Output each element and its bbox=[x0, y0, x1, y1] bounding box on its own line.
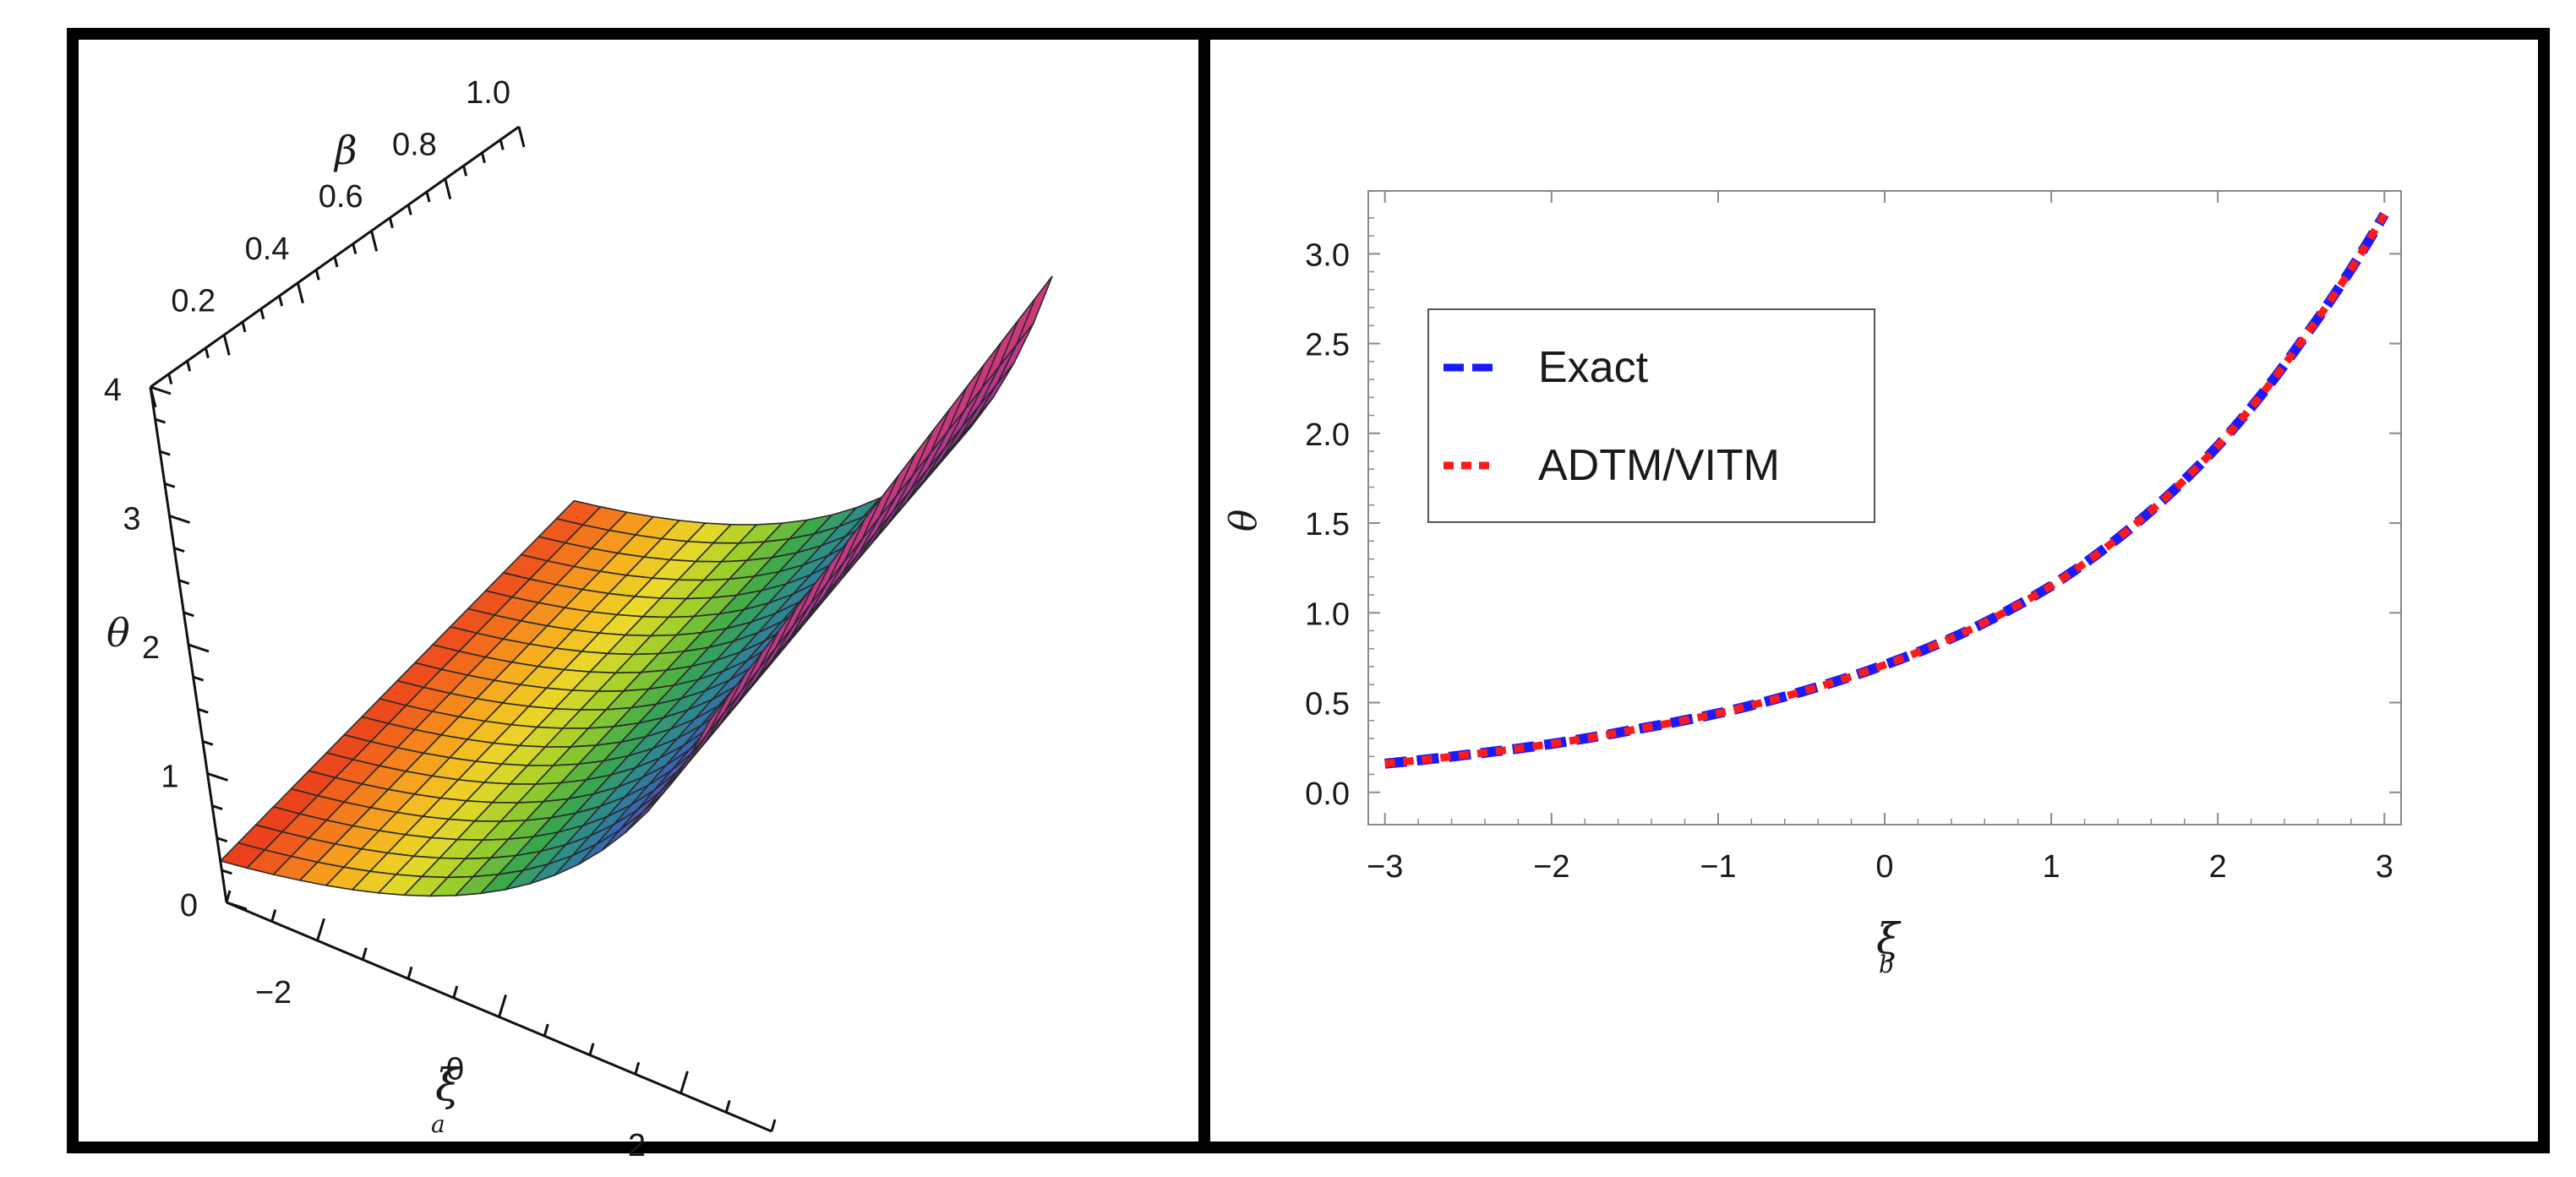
line-plot-panel: −3 −2 −1 0 1 2 3 0.0 0.5 1.0 1.5 2.0 2.5 3.0 θ ξ b Ex… bbox=[1198, 28, 2550, 1153]
xi-tick-mark bbox=[316, 918, 325, 941]
x-tick-label: 0 bbox=[1875, 849, 1893, 885]
beta-tick-mark bbox=[517, 126, 526, 148]
xi-tick-label: 0 bbox=[446, 1052, 464, 1087]
x-tick-label: 3 bbox=[2376, 849, 2393, 885]
xi-tick-mark bbox=[361, 947, 368, 961]
x-tick-label: 1 bbox=[2043, 849, 2060, 885]
beta-tick-mark bbox=[333, 256, 339, 268]
beta-tick-label: 1.0 bbox=[466, 75, 510, 111]
theta-tick-mark bbox=[150, 385, 172, 395]
beta-tick-mark bbox=[425, 191, 431, 203]
beta-tick-mark bbox=[204, 347, 210, 359]
xi-tick-mark bbox=[679, 1071, 689, 1094]
legend-label-exact: Exact bbox=[1538, 343, 1649, 392]
theta-tick-mark bbox=[173, 547, 185, 553]
beta-tick-mark bbox=[480, 152, 486, 164]
surface-cell bbox=[690, 696, 729, 756]
theta-tick-mark bbox=[155, 417, 166, 424]
theta-tick-mark bbox=[211, 804, 223, 811]
panel-b-frame bbox=[1198, 28, 2550, 1153]
theta-tick-label: 4 bbox=[104, 373, 122, 408]
y-tick-label: 1.0 bbox=[1305, 597, 1350, 632]
beta-tick-mark bbox=[222, 335, 231, 356]
theta-tick-label: 0 bbox=[180, 888, 198, 924]
beta-tick-mark bbox=[407, 204, 412, 215]
theta-tick-mark bbox=[169, 515, 190, 524]
xi-tick-mark bbox=[724, 1100, 731, 1113]
y-tick-label: 1.5 bbox=[1305, 507, 1350, 542]
y-tick-label: 2.5 bbox=[1305, 328, 1350, 363]
beta-tick-mark bbox=[241, 321, 247, 333]
beta-tick-mark bbox=[444, 178, 452, 199]
beta-tick-mark bbox=[314, 270, 320, 281]
theta-tick-mark bbox=[164, 482, 176, 488]
beta-tick-label: 0.4 bbox=[245, 232, 290, 267]
legend-box bbox=[1427, 308, 1875, 523]
beta-tick-mark bbox=[499, 139, 505, 150]
panel-b-ticks: −3 −2 −1 0 1 2 3 0.0 0.5 1.0 1.5 2.0 2.5 3.0 bbox=[1305, 191, 2401, 885]
xi-tick-mark bbox=[452, 985, 459, 999]
legend: Exact ADTM/VITM bbox=[1427, 308, 1875, 523]
beta-tick-mark bbox=[388, 217, 394, 229]
theta-tick-mark bbox=[226, 901, 248, 911]
theta-tick-label: 1 bbox=[161, 760, 178, 795]
theta-tick-label: 3 bbox=[123, 502, 140, 537]
xi-tick-label: 2 bbox=[628, 1128, 646, 1163]
surface-mesh bbox=[219, 275, 1053, 897]
x-tick-label: −3 bbox=[1367, 849, 1403, 885]
panel-label-a: a bbox=[431, 1110, 445, 1138]
x-axis-label-xi: ξ bbox=[1876, 914, 1902, 963]
xi-tick-mark bbox=[498, 994, 507, 1017]
x-tick-label: −1 bbox=[1700, 849, 1736, 885]
beta-tick-mark bbox=[186, 360, 192, 372]
theta-tick-mark bbox=[188, 643, 210, 653]
theta-tick-mark bbox=[193, 675, 205, 682]
xi-tick-mark bbox=[634, 1061, 641, 1075]
beta-tick-label: 0.8 bbox=[392, 128, 437, 163]
theta-tick-mark bbox=[159, 450, 171, 456]
axis-label-xi: ξ bbox=[435, 1060, 461, 1111]
axis-label-theta-3d: θ bbox=[106, 610, 130, 656]
xi-tick-mark bbox=[225, 890, 232, 903]
xi-tick-mark bbox=[770, 1119, 777, 1132]
beta-tick-mark bbox=[149, 386, 157, 408]
series-line-adtm-vitm bbox=[1384, 212, 2388, 768]
theta-tick-label: 2 bbox=[142, 630, 160, 666]
xi-tick-mark bbox=[407, 966, 413, 979]
y-axis-label-theta: θ bbox=[1222, 509, 1265, 532]
panel-label-b: b bbox=[1879, 951, 1894, 978]
beta-tick-mark bbox=[296, 282, 304, 304]
panel-a-ticks: −2 0 2 0 1 2 3 4 0.2 0.4 0.6 0.8 1.0 bbox=[104, 75, 777, 1163]
xi-tick-mark bbox=[543, 1023, 549, 1037]
y-tick-label: 0.0 bbox=[1305, 776, 1350, 812]
beta-tick-mark bbox=[462, 165, 468, 177]
theta-tick-mark bbox=[202, 739, 214, 746]
xi-tick-mark bbox=[588, 1043, 595, 1056]
theta-tick-mark bbox=[221, 869, 232, 875]
beta-tick-mark bbox=[278, 295, 284, 307]
beta-tick-label: 0.2 bbox=[171, 283, 216, 319]
beta-tick-label: 0.6 bbox=[319, 179, 363, 215]
theta-tick-mark bbox=[183, 611, 194, 618]
axis-label-beta: β bbox=[333, 128, 357, 173]
legend-label-adtm-vitm: ADTM/VITM bbox=[1538, 441, 1780, 490]
beta-tick-mark bbox=[167, 373, 173, 384]
beta-tick-mark bbox=[370, 230, 379, 252]
beta-tick-mark bbox=[352, 243, 357, 254]
x-tick-label: 2 bbox=[2209, 849, 2227, 885]
y-tick-label: 2.0 bbox=[1305, 417, 1350, 453]
x-tick-label: −2 bbox=[1533, 849, 1569, 885]
y-tick-label: 3.0 bbox=[1305, 237, 1350, 273]
theta-tick-mark bbox=[216, 836, 228, 843]
theta-tick-mark bbox=[207, 772, 228, 782]
panel-b-series bbox=[1384, 211, 2389, 769]
theta-tick-mark bbox=[178, 579, 190, 586]
xi-tick-mark bbox=[270, 909, 277, 922]
y-tick-label: 0.5 bbox=[1305, 687, 1350, 722]
surface-plot-panel: −2 0 2 0 1 2 3 4 0.2 0.4 0.6 0.8 1.0 ξ a β θ bbox=[67, 28, 1210, 1163]
xi-tick-label: −2 bbox=[255, 975, 292, 1011]
theta-tick-mark bbox=[197, 707, 209, 714]
beta-tick-mark bbox=[259, 308, 265, 319]
